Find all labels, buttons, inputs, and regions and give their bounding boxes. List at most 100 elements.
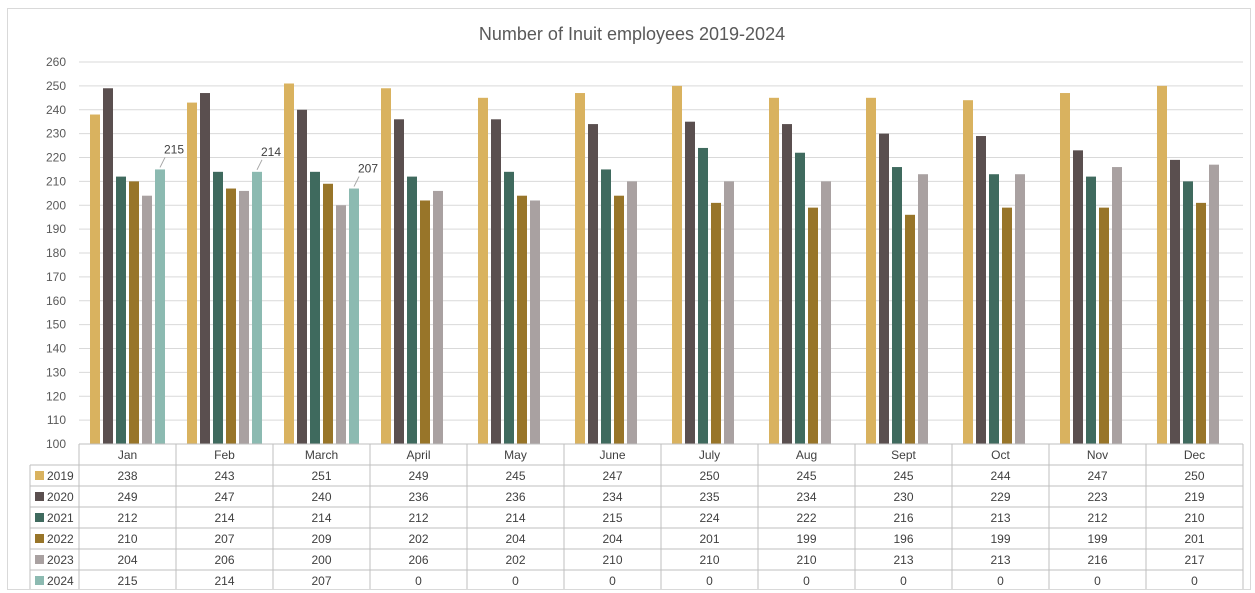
legend-swatch-2021 [35,513,44,522]
bar-2022-April [420,200,430,444]
table-cell: 250 [699,469,719,483]
table-cell: 199 [1087,532,1107,546]
y-tick-label: 150 [46,318,66,332]
x-category-label: Nov [1087,448,1108,462]
bar-2020-April [394,119,404,445]
data-label-leader [353,176,360,187]
bar-2019-June [575,93,585,444]
bar-2023-Nov [1112,167,1122,445]
bar-2022-March [323,183,333,444]
y-tick-label: 240 [46,103,66,117]
table-cell: 249 [117,490,137,504]
bar-2019-Oct [963,100,973,444]
x-category-label: April [406,448,430,462]
x-category-label: June [599,448,625,462]
table-cell: 207 [311,574,331,588]
table-cell: 215 [117,574,137,588]
bar-2021-May [504,171,514,444]
table-cell: 202 [408,532,428,546]
bar-2020-Oct [976,136,986,444]
table-cell: 214 [214,511,234,525]
x-category-label: Sept [891,448,916,462]
bar-2019-Feb [187,102,197,445]
bar-2023-Feb [239,190,249,444]
y-tick-label: 110 [47,413,66,427]
x-category-label: July [699,448,720,462]
table-cell: 196 [893,532,913,546]
y-tick-label: 130 [46,365,66,379]
bar-2019-Aug [769,97,779,444]
bar-2021-Oct [989,174,999,444]
legend-label: 2021 [47,511,74,525]
bar-2019-Jan [90,114,100,445]
bar-2020-July [685,121,695,444]
table-cell: 201 [699,532,719,546]
y-tick-label: 120 [46,389,66,403]
bar-2022-Sept [905,214,915,444]
chart-svg: Number of Inuit employees 2019-2024 100 1… [29,24,1244,589]
bar-2022-June [614,195,624,444]
legend-swatch-2022 [35,534,44,543]
data-label: 207 [358,162,378,176]
bar-2020-Aug [782,124,792,444]
data-label: 215 [164,142,184,156]
table-cell: 214 [311,511,331,525]
table-cell: 210 [796,553,816,567]
table-cell: 210 [602,553,622,567]
bar-2019-March [284,83,294,445]
bar-2021-Jan [116,176,126,444]
table-cell: 245 [505,469,525,483]
bar-2020-Dec [1170,159,1180,444]
y-tick-label: 230 [46,127,66,141]
table-cell: 223 [1087,490,1107,504]
table-cell: 247 [214,490,234,504]
bar-2022-Aug [808,207,818,444]
y-axis-ticks: 100 110 120 130 140 150 160 170 180 190 200 210 220 2… [46,55,66,451]
chart-title: Number of Inuit employees 2019-2024 [479,24,785,44]
bar-2019-May [478,97,488,444]
table-cell: 212 [117,511,137,525]
bar-2019-Sept [866,97,876,444]
bar-2023-Sept [918,174,928,444]
chart-frame: Number of Inuit employees 2019-2024 100 1… [7,8,1251,590]
bar-2020-Nov [1073,150,1083,444]
bar-2021-Sept [892,167,902,445]
bar-2019-April [381,88,391,444]
table-cell: 235 [699,490,719,504]
bar-2022-Feb [226,188,236,444]
data-table: Jan Feb March April May June July Aug Sept Oct Nov… [29,443,1244,589]
bar-2019-Dec [1157,85,1167,444]
legend-swatch-2024 [35,576,44,585]
y-tick-label: 250 [46,79,66,93]
bar-2022-Nov [1099,207,1109,444]
table-cell: 250 [1184,469,1204,483]
bar-2022-Jan [129,181,139,444]
table-cell: 214 [505,511,525,525]
bar-2022-Dec [1196,202,1206,444]
table-cell: 204 [602,532,622,546]
bar-2019-July [672,85,682,444]
bar-2020-Sept [879,133,889,444]
table-cell: 234 [602,490,622,504]
table-cell: 202 [505,553,525,567]
table-cell: 240 [311,490,331,504]
table-cell: 236 [408,490,428,504]
table-cell: 209 [311,532,331,546]
table-cell: 217 [1184,553,1204,567]
y-tick-label: 170 [46,270,66,284]
table-cell: 199 [990,532,1010,546]
y-tick-label: 100 [46,437,66,451]
table-cell: 0 [1094,574,1101,588]
legend-label: 2024 [47,574,74,588]
table-cell: 210 [699,553,719,567]
bar-2020-May [491,119,501,445]
bar-2021-Nov [1086,176,1096,444]
bar-2023-June [627,181,637,444]
bar-2020-March [297,109,307,444]
y-tick-label: 210 [46,174,66,188]
x-category-label: Dec [1184,448,1205,462]
x-category-label: Aug [796,448,817,462]
table-cell: 215 [602,511,622,525]
bar-2019-Nov [1060,93,1070,444]
table-cell: 0 [415,574,422,588]
